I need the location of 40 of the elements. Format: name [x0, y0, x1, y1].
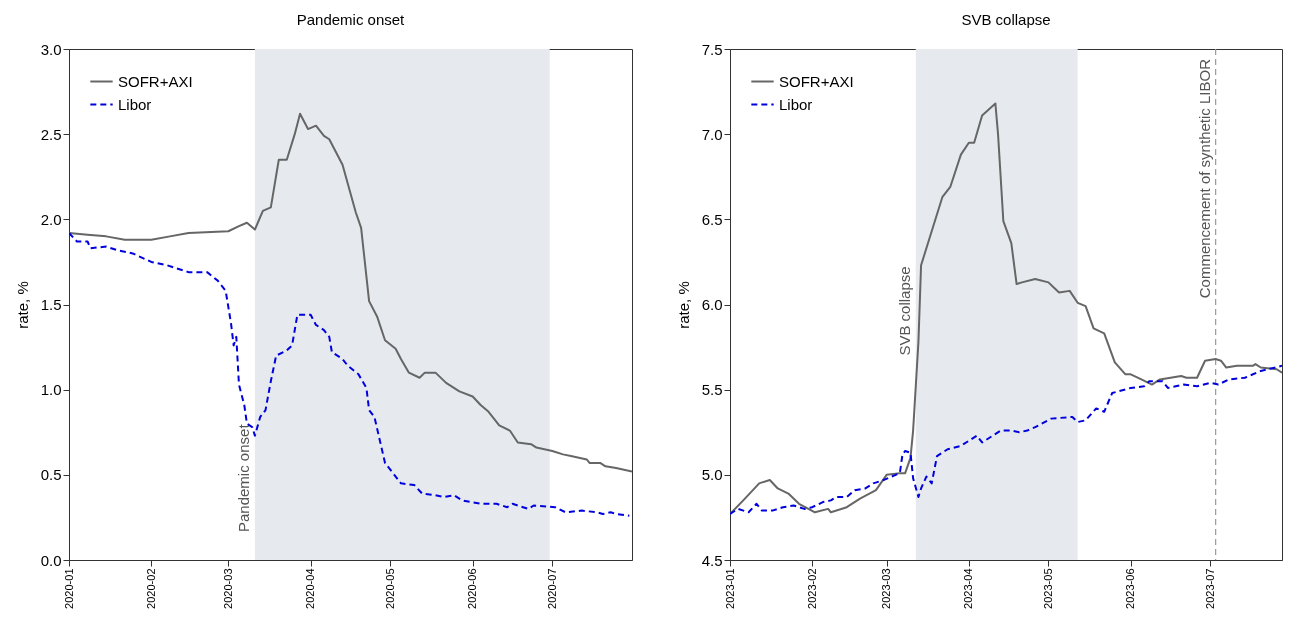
x-tick-label: 2020-02	[144, 568, 157, 609]
y-tick-label: 2.0	[40, 210, 62, 228]
chart-title: SVB collapse	[961, 11, 1051, 28]
legend-label: Libor	[118, 95, 152, 113]
y-tick-label: 3.0	[40, 40, 62, 58]
band-label: Pandemic onset	[234, 423, 252, 532]
x-tick-label: 2020-04	[304, 568, 317, 609]
x-tick-label: 2023-03	[880, 568, 893, 609]
x-tick-label: 2020-07	[545, 568, 558, 609]
x-tick-label: 2023-02	[805, 568, 818, 609]
y-tick-label: 6.0	[701, 296, 723, 313]
x-tick-label: 2020-05	[383, 568, 396, 609]
y-tick-label: 7.5	[701, 40, 723, 58]
y-tick-label: 4.5	[701, 551, 723, 569]
band-label: SVB collapse	[895, 266, 913, 356]
x-tick-label: 2023-01	[723, 568, 736, 609]
y-tick-label: 0.5	[40, 466, 62, 484]
y-tick-label: 1.5	[40, 296, 62, 313]
legend-label: SOFR+AXI	[779, 72, 854, 90]
ref-line-label: Commencement of synthetic LIBOR	[1195, 58, 1213, 299]
y-tick-label: 7.0	[701, 125, 723, 143]
x-tick-label: 2020-01	[62, 568, 75, 609]
y-tick-label: 2.5	[40, 125, 62, 143]
y-tick-label: 5.0	[701, 466, 723, 484]
y-tick-label: 1.0	[40, 381, 62, 399]
legend-label: Libor	[779, 95, 813, 113]
x-tick-label: 2020-03	[221, 568, 234, 609]
x-tick-label: 2023-07	[1203, 568, 1216, 609]
y-tick-label: 5.5	[701, 381, 723, 399]
chart-title: Pandemic onset	[296, 11, 406, 28]
x-tick-label: 2023-05	[1041, 568, 1054, 609]
x-tick-label: 2023-04	[962, 568, 975, 609]
y-axis-title: rate, %	[13, 281, 31, 329]
y-tick-label: 0.0	[40, 551, 62, 569]
y-tick-label: 6.5	[701, 210, 723, 228]
line-series	[730, 364, 1282, 516]
x-tick-label: 2020-06	[466, 568, 479, 609]
legend-label: SOFR+AXI	[118, 72, 193, 90]
y-axis-title: rate, %	[674, 281, 692, 329]
x-tick-label: 2023-06	[1124, 568, 1137, 609]
